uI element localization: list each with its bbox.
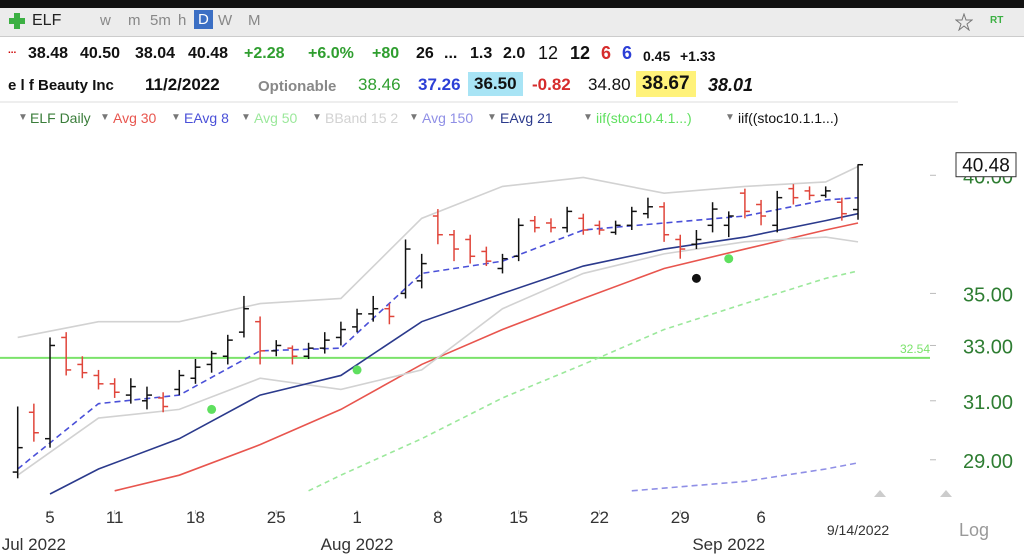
- symbol[interactable]: ELF: [32, 12, 62, 29]
- ma-line: [114, 222, 859, 492]
- x-tick-label: 8: [433, 508, 442, 527]
- month-label: Sep 2022: [692, 535, 765, 554]
- quote-field: +6.0%: [308, 45, 354, 62]
- quote-field: 6: [622, 43, 633, 63]
- legend-arrow[interactable]: ▼: [583, 112, 593, 123]
- y-tick-label: 31.00: [963, 392, 1013, 414]
- quote-field: 11/2/2022: [145, 75, 220, 94]
- quote-field: 1.3: [470, 45, 493, 62]
- interval[interactable]: h: [178, 12, 187, 29]
- company-name: e l f Beauty Inc: [8, 77, 114, 94]
- legend-entry[interactable]: ELF Daily: [30, 110, 91, 126]
- signal-dot: [724, 254, 734, 264]
- legend-entry[interactable]: iif((stoc10.1.1...): [738, 110, 839, 126]
- quote-field: -0.82: [532, 75, 571, 94]
- quote-field: ...: [444, 45, 458, 62]
- scroll-arrow[interactable]: [940, 490, 952, 497]
- last-price-box: [955, 152, 1017, 178]
- x-tick-label: 25: [267, 508, 286, 527]
- quote-field: 34.80: [588, 75, 631, 94]
- ma-line: [17, 165, 859, 339]
- x-tick-label: 29: [671, 508, 690, 527]
- x-tick-label: 22: [590, 508, 609, 527]
- month-label: Jul 2022: [2, 535, 66, 554]
- x-tick-label: 1: [352, 508, 361, 527]
- toolbar: [0, 8, 1024, 37]
- quote-field: 0.45: [643, 48, 671, 64]
- quote-field: 38.04: [135, 45, 176, 62]
- quote-field: 12: [570, 43, 591, 63]
- legend-entry[interactable]: EAvg 8: [184, 110, 229, 126]
- last-price-label: 40.48: [962, 156, 1010, 177]
- x-tick-label: 18: [186, 508, 205, 527]
- legend-entry[interactable]: EAvg 21: [500, 110, 553, 126]
- interval[interactable]: w: [100, 12, 111, 29]
- x-tick-label: 5: [45, 508, 54, 527]
- quote-field: 40.48: [188, 45, 229, 62]
- quote-field: 2.0: [503, 45, 526, 62]
- legend-arrow[interactable]: ▼: [241, 112, 251, 123]
- interval[interactable]: 5m: [150, 12, 171, 29]
- legend-entry[interactable]: BBand 15 2: [325, 110, 399, 126]
- y-tick-label: 29.00: [963, 451, 1013, 473]
- y-tick-label: 35.00: [963, 284, 1013, 306]
- legend-arrow[interactable]: ▼: [18, 112, 28, 123]
- ma-line: [631, 462, 859, 492]
- star-icon[interactable]: [955, 13, 973, 31]
- quote-field: 12: [538, 43, 559, 63]
- quote-field: 37.26: [418, 75, 461, 94]
- legend-arrow[interactable]: ▼: [312, 112, 322, 123]
- quote-field: 26: [416, 45, 434, 62]
- x-tick-label: 6: [756, 508, 765, 527]
- quote-field: ...: [8, 45, 17, 56]
- legend-arrow[interactable]: ▼: [100, 112, 110, 123]
- y-tick-label: 33.00: [963, 336, 1013, 358]
- x-tick-label: 15: [509, 508, 528, 527]
- quote-field: Optionable: [258, 78, 337, 95]
- legend-arrow[interactable]: ▼: [725, 112, 735, 123]
- signal-dot: [207, 404, 217, 414]
- legend-arrow[interactable]: ▼: [409, 112, 419, 123]
- signal-dot: [691, 273, 701, 283]
- rt-badge[interactable]: RT: [990, 15, 1004, 26]
- legend-arrow[interactable]: ▼: [171, 112, 181, 123]
- quote-field: 40.50: [80, 45, 121, 62]
- quote-field: 38.48: [28, 45, 69, 62]
- interval[interactable]: M: [248, 12, 261, 29]
- quote-field: +80: [372, 45, 400, 62]
- quote-field: +1.33: [680, 48, 716, 64]
- add-icon[interactable]: [8, 12, 26, 30]
- ma-line: [308, 270, 859, 492]
- title-bar: [0, 0, 1024, 8]
- signal-dot: [352, 365, 362, 375]
- scale-label: Log: [959, 520, 989, 540]
- scroll-arrow[interactable]: [874, 490, 886, 497]
- x-tick-label: 11: [106, 508, 124, 527]
- legend-entry[interactable]: iif(stoc10.4.1...): [596, 110, 692, 126]
- plot: [0, 163, 930, 495]
- level-label: 32.54: [900, 342, 930, 356]
- quote-field: 6: [601, 43, 612, 63]
- legend-arrow[interactable]: ▼: [487, 112, 497, 123]
- quote-field: 38.01: [708, 75, 754, 95]
- quote-field: 38.67: [636, 71, 696, 97]
- quote-field: 38.46: [358, 75, 401, 94]
- quote-field: +2.28: [244, 45, 285, 62]
- date-label: 9/14/2022: [827, 522, 889, 538]
- quote-field: 36.50: [468, 72, 523, 96]
- ma-line: [49, 212, 859, 495]
- band-lower: [17, 236, 859, 476]
- month-label: Aug 2022: [321, 535, 394, 554]
- interval[interactable]: m: [128, 12, 141, 29]
- ma-line: [17, 196, 859, 470]
- interval[interactable]: W: [218, 12, 233, 29]
- legend-entry[interactable]: Avg 50: [254, 110, 298, 126]
- legend-entry[interactable]: Avg 30: [113, 110, 157, 126]
- legend-entry[interactable]: Avg 150: [422, 110, 474, 126]
- interval-selected[interactable]: D: [194, 10, 213, 29]
